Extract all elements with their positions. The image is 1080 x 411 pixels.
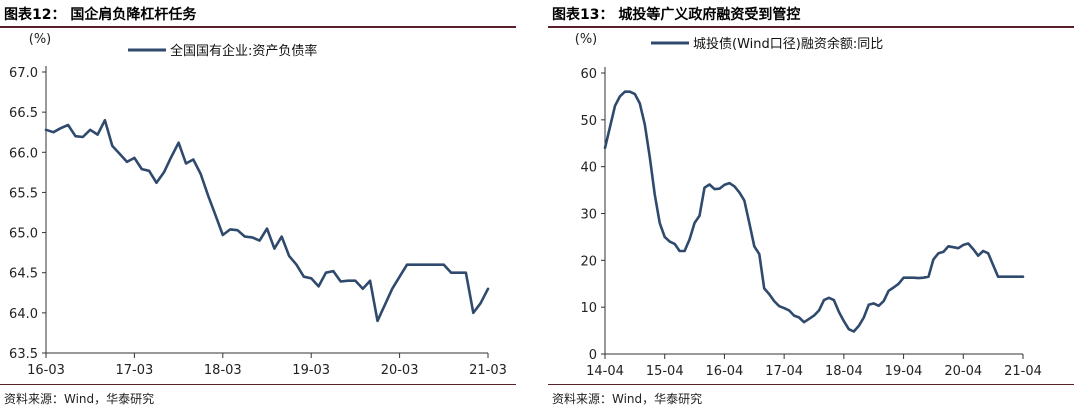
- y-tick-label: 10: [580, 301, 597, 316]
- y-tick-label: 66.5: [9, 106, 38, 121]
- source-note: 资料来源：Wind，华泰研究: [4, 392, 155, 406]
- y-tick-label: 30: [580, 208, 597, 223]
- line-chart: (%) 63.5 64.0 64.5 65.0 65.5 66.0 66.5 67.0 16-03…: [9, 32, 507, 378]
- y-tick-label: 20: [580, 254, 597, 269]
- x-tick-label: 19-03: [292, 363, 330, 378]
- y-tick-label: 60: [580, 67, 597, 82]
- title-rule: [0, 26, 516, 28]
- x-tick-label: 17-04: [765, 364, 803, 379]
- chart-title: 图表12： 国企肩负降杠杆任务: [4, 7, 197, 23]
- x-tick-label: 16-03: [27, 363, 65, 378]
- line-chart: (%) 0 10 20 30 40 50 60 14-04 15-04 16-04 17-04 18-0…: [575, 32, 1042, 379]
- y-tick-label: 0: [589, 348, 597, 363]
- y-tick-label: 65.0: [9, 227, 38, 242]
- x-tick-label: 14-04: [586, 364, 624, 379]
- x-tick-label: 15-04: [646, 364, 684, 379]
- y-tick-label: 64.5: [9, 267, 38, 282]
- y-tick-label: 65.5: [9, 186, 38, 201]
- y-tick-label: 66.0: [9, 146, 38, 161]
- y-tick-label: 50: [580, 114, 597, 129]
- x-tick-label: 20-03: [381, 363, 419, 378]
- y-unit-label: (%): [575, 32, 598, 47]
- series-line: [603, 90, 1025, 333]
- x-tick-label: 21-03: [469, 363, 507, 378]
- y-tick-label: 64.0: [9, 307, 38, 322]
- y-tick-label: 63.5: [9, 347, 38, 362]
- source-rule: [548, 384, 1074, 385]
- x-tick-label: 20-04: [944, 364, 982, 379]
- source-note: 资料来源：Wind，华泰研究: [552, 392, 703, 406]
- legend-label: 全国国有企业:资产负债率: [170, 43, 317, 59]
- y-unit-label: (%): [29, 32, 52, 47]
- y-tick-label: 40: [580, 161, 597, 176]
- legend-label: 城投债(Wind口径)融资余额:同比: [693, 36, 883, 52]
- x-tick-label: 21-04: [1004, 364, 1042, 379]
- x-tick-label: 16-04: [706, 364, 744, 379]
- y-tick-label: 67.0: [9, 66, 38, 81]
- x-tick-label: 18-03: [204, 363, 242, 378]
- chart-panel-right: 图表13： 城投等广义政府融资受到管控 (%) 0 10 20 30 40 50 60 14-0…: [548, 0, 1080, 411]
- source-rule: [0, 384, 516, 385]
- chart-title: 图表13： 城投等广义政府融资受到管控: [552, 7, 801, 23]
- x-tick-label: 18-04: [825, 364, 863, 379]
- x-tick-label: 19-04: [885, 364, 923, 379]
- series-line: [44, 118, 490, 323]
- chart-panel-left: 图表12： 国企肩负降杠杆任务 (%) 63.5 64.0 64.5 65.0 65.5 6…: [0, 0, 532, 411]
- x-tick-label: 17-03: [116, 363, 154, 378]
- title-rule: [548, 26, 1074, 28]
